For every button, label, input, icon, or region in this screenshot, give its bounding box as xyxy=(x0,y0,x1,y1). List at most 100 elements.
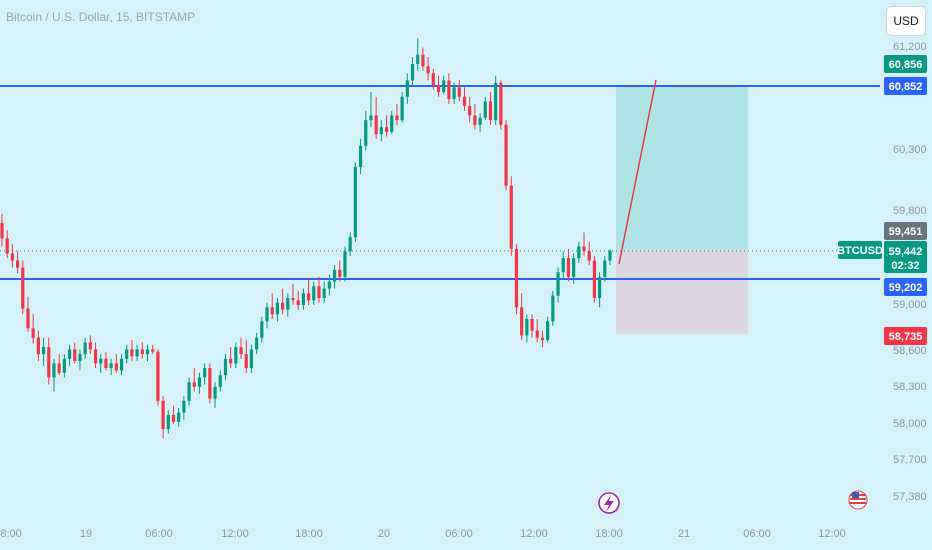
candle xyxy=(249,344,254,373)
candle-body xyxy=(229,358,233,364)
candle xyxy=(73,342,77,364)
candle-body xyxy=(436,85,441,93)
candle-body xyxy=(551,295,555,322)
candle xyxy=(504,120,508,191)
candle-body xyxy=(473,115,477,125)
candle-body xyxy=(41,347,46,355)
candle xyxy=(5,230,9,259)
candle-body xyxy=(0,223,4,239)
x-tick-label: 18:00 xyxy=(595,528,623,540)
candle xyxy=(561,251,565,280)
candle xyxy=(208,363,212,404)
candle xyxy=(499,80,503,130)
candle-body xyxy=(442,80,446,93)
candle xyxy=(270,293,274,320)
candle-body xyxy=(151,349,155,352)
candle-body xyxy=(203,368,207,378)
candle-body xyxy=(540,337,545,341)
x-tick-label: 12:00 xyxy=(818,528,846,540)
candle-body xyxy=(10,253,14,261)
candle-body xyxy=(197,377,202,387)
candle xyxy=(151,344,155,355)
candle xyxy=(556,267,560,303)
candle xyxy=(473,103,477,130)
candle-body xyxy=(15,260,20,268)
y-tick-label: 59,000 xyxy=(893,299,927,311)
candle-body xyxy=(431,73,435,86)
candle-body xyxy=(483,101,487,118)
candle xyxy=(494,75,498,125)
candle-body xyxy=(514,248,519,308)
candle-body xyxy=(338,269,342,277)
candle-body xyxy=(379,127,383,135)
candle xyxy=(109,358,113,376)
y-tick-label: 57,700 xyxy=(893,454,927,466)
candle xyxy=(551,290,555,327)
candle-body xyxy=(577,246,581,259)
candle-body xyxy=(62,358,66,373)
candle-body xyxy=(301,293,306,305)
candle-body xyxy=(255,337,259,350)
entry-price-tag: 59,451 xyxy=(889,226,923,238)
upper-line-price-tag: 60,852 xyxy=(889,81,923,93)
candle-body xyxy=(384,127,389,132)
candle xyxy=(509,176,513,256)
candle xyxy=(488,92,493,125)
candle xyxy=(338,260,342,282)
candle-body xyxy=(26,308,30,329)
candle xyxy=(468,96,472,123)
candle xyxy=(161,396,165,439)
candle-body xyxy=(166,414,170,429)
candle xyxy=(301,288,306,310)
candle xyxy=(104,351,108,371)
candle xyxy=(125,344,129,364)
profit-zone[interactable] xyxy=(616,85,748,250)
candle xyxy=(93,342,98,369)
candle-body xyxy=(306,293,311,301)
candle-body xyxy=(421,54,425,67)
projection-line[interactable] xyxy=(618,79,657,265)
candle xyxy=(265,302,269,329)
candle-body xyxy=(504,124,508,186)
candle xyxy=(0,213,4,247)
candle-body xyxy=(187,382,191,401)
x-tick-label: 18:00 xyxy=(295,528,323,540)
candle-body xyxy=(67,349,72,359)
candle xyxy=(566,248,571,282)
candle xyxy=(223,354,228,380)
lower-line-price-tag: 59,202 xyxy=(889,282,923,294)
candle-body xyxy=(400,96,404,121)
candle-body xyxy=(535,330,539,338)
candle xyxy=(26,296,30,332)
candle-body xyxy=(208,368,212,399)
candle xyxy=(234,342,238,369)
candle xyxy=(530,314,534,338)
candle-body xyxy=(119,358,124,371)
candle-body xyxy=(296,300,300,305)
candle xyxy=(348,232,352,256)
candle xyxy=(343,246,347,282)
x-tick-label: 12:00 xyxy=(520,528,548,540)
chart-title: Bitcoin / U.S. Dollar, 15, BITSTAMP xyxy=(6,10,195,24)
candle xyxy=(395,103,399,125)
currency-button[interactable]: USD xyxy=(886,6,926,36)
candle-body xyxy=(592,260,597,298)
candle xyxy=(483,96,487,121)
candle-body xyxy=(161,400,165,429)
y-tick-label: 61,200 xyxy=(893,41,927,53)
candle xyxy=(431,68,435,90)
candle-body xyxy=(582,246,586,252)
candle xyxy=(15,251,20,274)
candle-body xyxy=(244,354,248,369)
candle xyxy=(457,80,461,102)
candle xyxy=(540,330,545,348)
candle-body xyxy=(5,238,9,254)
loss-zone[interactable] xyxy=(616,249,748,334)
candle xyxy=(306,279,311,305)
candle xyxy=(275,297,280,322)
lightning-icon[interactable] xyxy=(598,492,620,514)
candle-body xyxy=(322,288,326,298)
us-flag-icon[interactable] xyxy=(848,490,868,510)
candle-body xyxy=(36,337,40,355)
